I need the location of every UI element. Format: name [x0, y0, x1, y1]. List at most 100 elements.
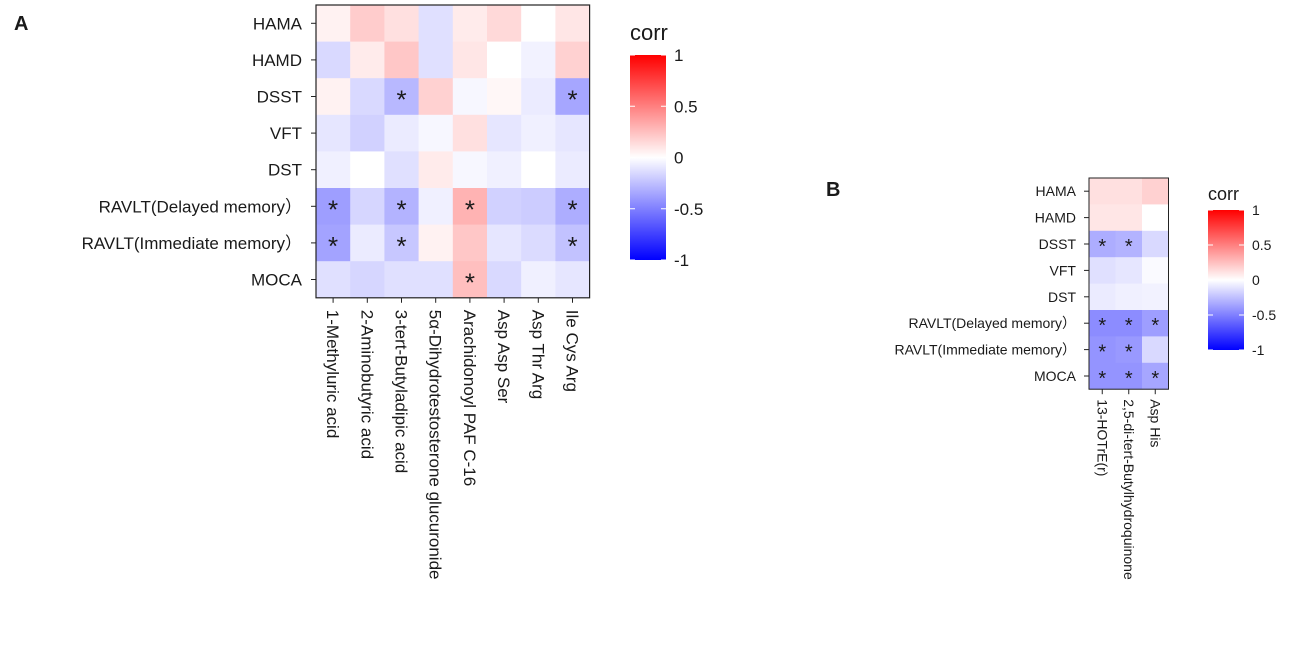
legend-tick-label: 1: [674, 46, 683, 65]
significance-marker: *: [1098, 315, 1106, 337]
panel-b: B * * * * * * * * * * HAMA HAMD DSST VFT DST RAVLT(Del…: [826, 177, 1276, 580]
column-label: 2-Aminobutyric acid: [357, 310, 376, 459]
significance-marker: *: [396, 85, 406, 115]
heatmap-a-cell: [384, 78, 419, 116]
heatmap-b-cell: [1089, 178, 1116, 205]
row-label: DSST: [257, 88, 302, 107]
heatmap-b-cell: [1142, 283, 1169, 311]
heatmap-a-cell: [487, 78, 522, 116]
column-label: Asp His: [1147, 399, 1163, 447]
panel-label-a: A: [14, 13, 28, 35]
heatmap-a-cell: [521, 114, 556, 152]
heatmap-b-cell: [1089, 310, 1116, 337]
heatmap-a-cell: [452, 78, 488, 116]
legend-a-ticks: 1 0.5 0 -0.5 -1: [630, 46, 703, 270]
significance-marker: *: [567, 194, 577, 224]
significance-marker: *: [396, 231, 406, 261]
heatmap-a-cell: [521, 261, 556, 299]
row-label: DST: [268, 161, 302, 180]
significance-marker: *: [1098, 342, 1106, 364]
legend-a-title: corr: [630, 20, 668, 45]
row-label: RAVLT(Immediate memory）: [82, 234, 302, 253]
heatmap-a-cell: [521, 224, 556, 262]
heatmap-a-cell: [487, 224, 522, 262]
heatmap-b-cell: [1089, 230, 1116, 258]
heatmap-a-cell: [418, 261, 454, 299]
heatmap-b-cell: [1142, 310, 1169, 337]
heatmap-a-row-labels: HAMA HAMD DSST VFT DST RAVLT(Delayed memory） R…: [82, 14, 303, 289]
heatmap-a-cell: [521, 151, 556, 189]
row-label: HAMD: [1035, 210, 1076, 226]
column-label: 1-Methyluric acid: [323, 310, 342, 439]
legend-tick-label: 0: [1252, 272, 1260, 288]
significance-marker: *: [1151, 315, 1159, 337]
legend-tick-label: 0.5: [674, 97, 698, 116]
column-label: 2,5-di-tert-Butylhydroquinone: [1121, 399, 1137, 580]
heatmap-a-cell: [555, 5, 590, 42]
panel-a: A * * * * * * * * * * HAMA HAMD DSST VFT DST RAVLT(Del…: [14, 4, 703, 580]
heatmap-a-cell: [316, 151, 351, 189]
heatmap-b-cell: [1142, 336, 1169, 364]
heatmap-b-cell: [1115, 283, 1143, 311]
heatmap-a-cell: [555, 41, 590, 79]
heatmap-b-row-labels: HAMA HAMD DSST VFT DST RAVLT(Delayed memory） R…: [894, 183, 1076, 384]
heatmap-b-cell: [1142, 362, 1169, 390]
heatmap-a-cell: [316, 261, 351, 299]
legend-tick-label: 0.5: [1252, 237, 1272, 253]
heatmap-a-cell: [418, 188, 454, 225]
significance-marker: *: [1098, 236, 1106, 258]
heatmap-a-cell: [555, 261, 590, 299]
legend-tick-label: -0.5: [1252, 307, 1276, 323]
heatmap-a-ticks: [311, 22, 573, 303]
column-label: 5α-Dihydrotestosterone glucuronide: [426, 310, 445, 580]
column-label: 13-HOTrE(r): [1094, 399, 1110, 476]
row-label: VFT: [270, 124, 302, 143]
heatmap-a-cell: [452, 261, 488, 299]
significance-marker: *: [1151, 368, 1159, 390]
heatmap-a-cell: [350, 188, 385, 225]
heatmap-a-cell: [487, 114, 522, 152]
heatmap-a-column-labels: 1-Methyluric acid 2-Aminobutyric acid 3-te…: [323, 310, 581, 580]
heatmap-b-cell: [1115, 204, 1143, 232]
heatmap-a-cell: [350, 78, 385, 116]
heatmap-a-cell: [452, 188, 488, 225]
heatmap-a-cell: [350, 224, 385, 262]
heatmap-a-cell: [487, 188, 522, 225]
legend-tick-label: -1: [1252, 342, 1265, 358]
legend-tick-label: 0: [674, 149, 683, 168]
significance-marker: *: [465, 194, 475, 224]
column-label: Ile Cys Arg: [563, 310, 582, 392]
heatmap-b-cell: [1142, 230, 1169, 258]
row-label: MOCA: [1034, 368, 1077, 384]
heatmap-a-cell: [350, 114, 385, 152]
heatmap-a-cell: [316, 188, 351, 225]
significance-marker: *: [1125, 315, 1133, 337]
heatmap-a-cell: [521, 188, 556, 225]
heatmap-a-cell: [316, 78, 351, 116]
heatmap-a-cell: [487, 5, 522, 42]
heatmap-a-cell: [487, 41, 522, 79]
column-label: Asp Thr Arg: [528, 310, 547, 399]
heatmap-a-cell: [316, 5, 351, 42]
heatmap-a-cell: [418, 78, 454, 116]
legend-b-colorbar: [1208, 210, 1244, 350]
row-label: RAVLT(Immediate memory）: [894, 342, 1076, 358]
heatmap-b-cell: [1115, 257, 1143, 284]
heatmap-a-cell: [555, 151, 590, 189]
heatmap-a-cell: [555, 78, 590, 116]
heatmap-a-cell: [316, 41, 351, 79]
row-label: HAMD: [252, 51, 302, 70]
heatmap-a-cell: [350, 151, 385, 189]
heatmap-b-cell: [1089, 283, 1116, 311]
legend-b: corr 1 0.5 0 -0.5 -1: [1208, 184, 1276, 358]
significance-marker: *: [328, 231, 338, 261]
heatmap-a-cell: [350, 5, 385, 42]
significance-marker: *: [567, 231, 577, 261]
heatmap-a-cell: [521, 41, 556, 79]
heatmap-a-cell: [452, 114, 488, 152]
heatmap-b-cell: [1142, 257, 1169, 284]
heatmap-a-cell: [384, 261, 419, 299]
heatmap-b-cell: [1115, 310, 1143, 337]
heatmap-a-cell: [384, 114, 419, 152]
heatmap-a-cell: [452, 41, 488, 79]
